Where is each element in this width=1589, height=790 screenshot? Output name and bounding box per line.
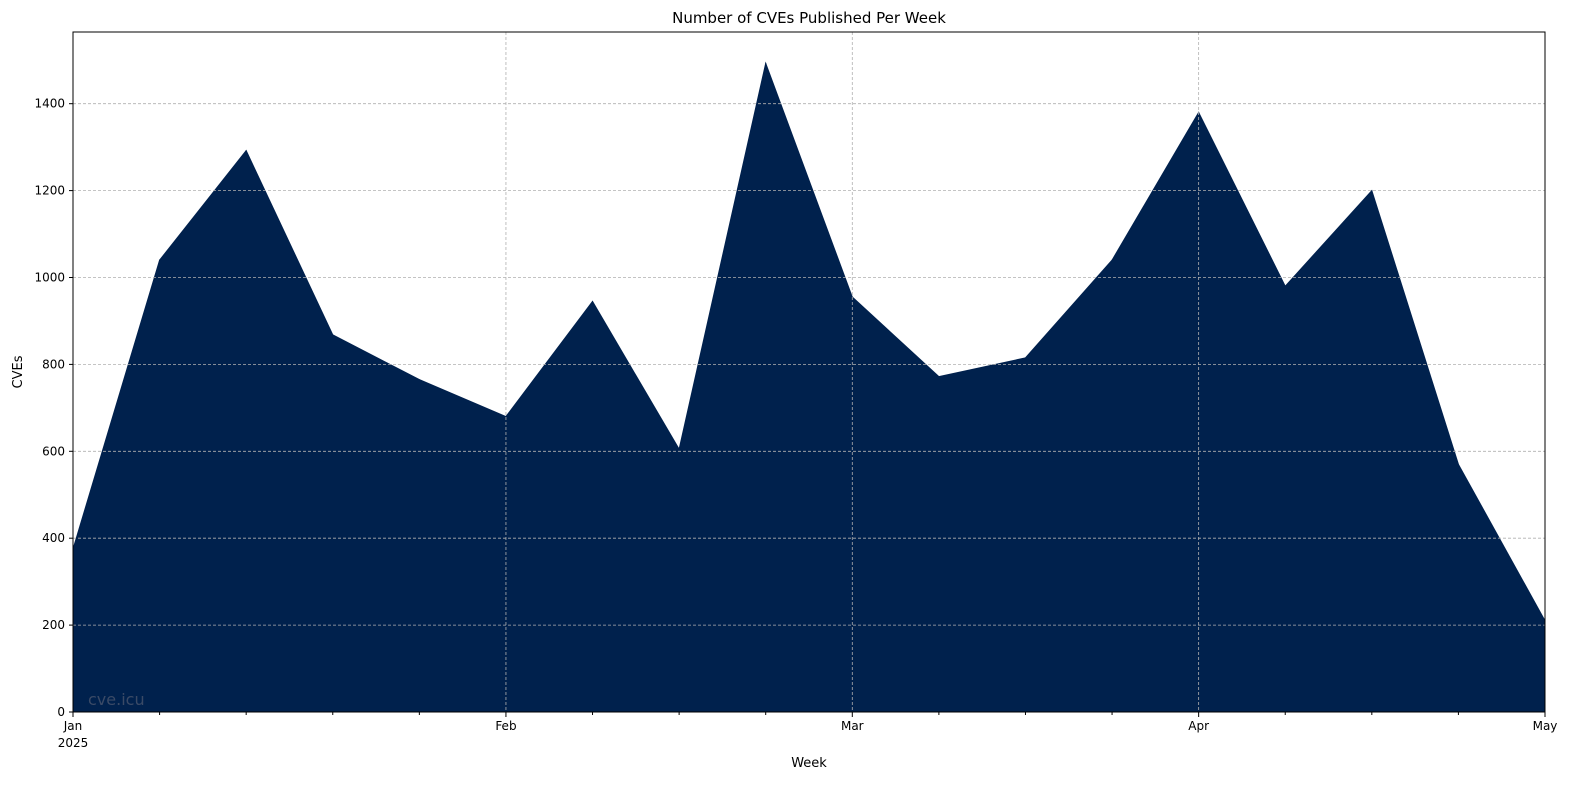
x-axis-label: Week	[791, 756, 827, 771]
data-point	[678, 448, 680, 450]
y-axis-label: CVEs	[11, 355, 26, 388]
data-point	[765, 62, 767, 64]
x-tick-label: May	[1533, 719, 1558, 733]
plot-frame	[72, 31, 1546, 713]
data-point	[1284, 285, 1286, 287]
axes	[72, 31, 1546, 713]
x-tick-label: Apr	[1188, 719, 1209, 733]
data-point	[245, 150, 247, 152]
data-point	[592, 300, 594, 302]
y-tick-label: 200	[42, 618, 65, 632]
y-tick-label: 400	[42, 531, 65, 545]
data-point	[1371, 190, 1373, 192]
data-point	[332, 334, 334, 336]
data-point	[1457, 463, 1459, 465]
x-tick-label: Feb	[495, 719, 516, 733]
data-point	[1111, 259, 1113, 261]
data-point	[418, 379, 420, 381]
data-point	[159, 259, 161, 261]
area-fill	[72, 61, 1546, 713]
watermark: cve.icu	[88, 690, 145, 709]
x-tick-sublabel: 2025	[58, 736, 89, 750]
x-axis-ticks: Jan 2025 Feb Mar Apr May	[58, 712, 1558, 750]
y-tick-label: 800	[42, 357, 65, 371]
y-tick-label: 1200	[34, 184, 65, 198]
y-axis-ticks: 0 200 400 600 800 1000 1200 1400	[34, 97, 73, 719]
x-tick-label: Mar	[841, 719, 864, 733]
data-point	[1024, 357, 1026, 359]
area-series	[72, 61, 1546, 713]
chart-title: Number of CVEs Published Per Week	[672, 9, 946, 27]
y-tick-label: 600	[42, 444, 65, 458]
y-tick-label: 1400	[34, 97, 65, 111]
y-tick-label: 0	[57, 705, 65, 719]
data-point	[938, 376, 940, 378]
data-point	[505, 416, 507, 418]
y-tick-label: 1000	[34, 270, 65, 284]
x-tick-label: Jan	[63, 719, 83, 733]
